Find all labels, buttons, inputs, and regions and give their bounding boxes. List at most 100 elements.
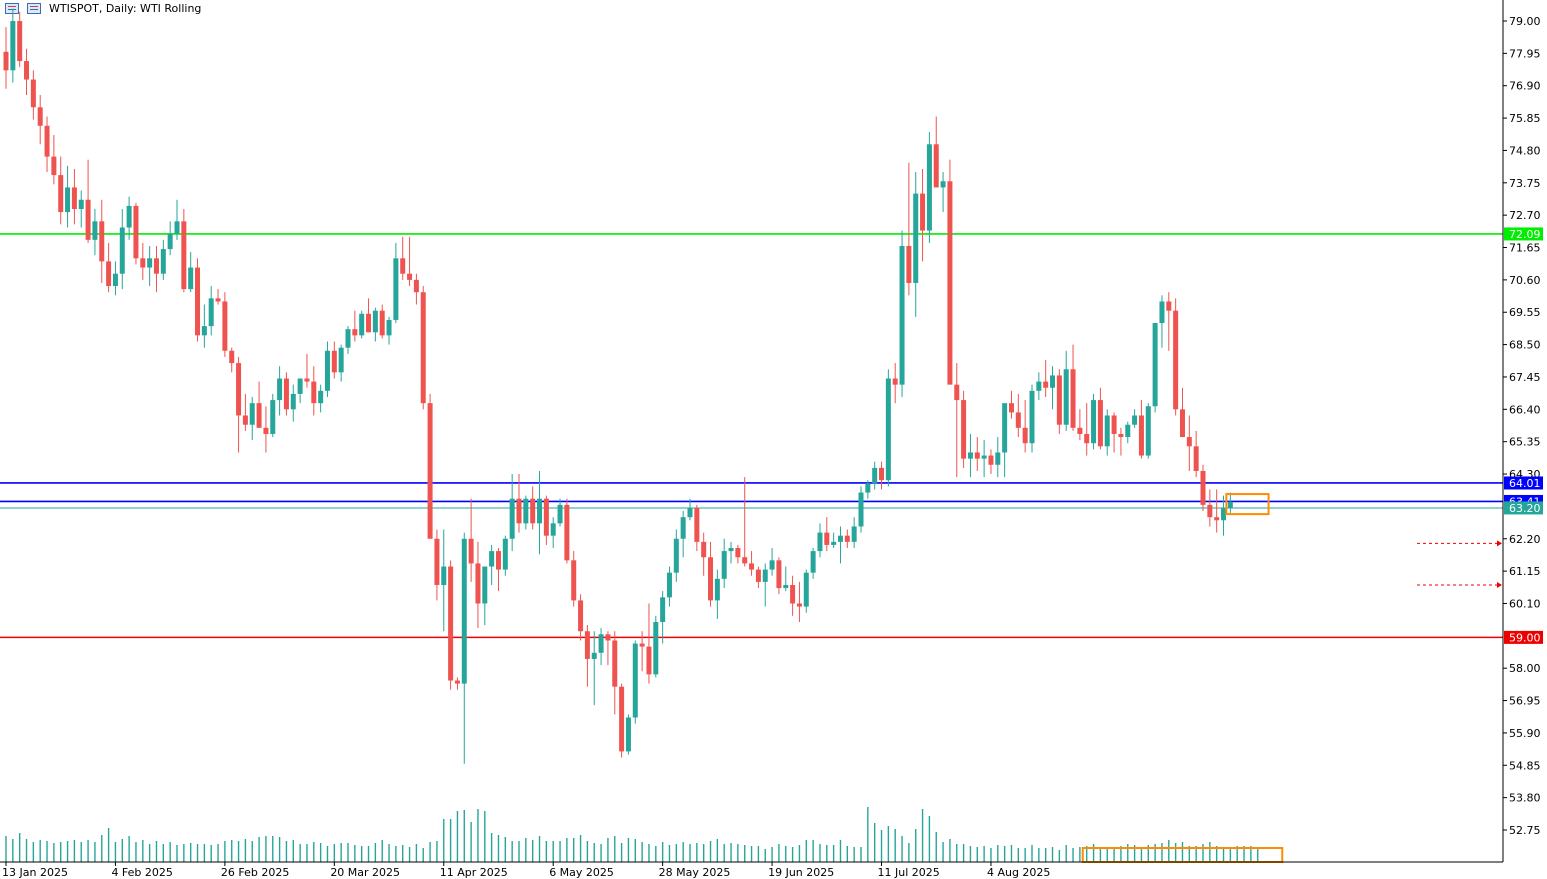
candle-body xyxy=(359,313,365,336)
candle-body xyxy=(790,584,796,604)
candle-body xyxy=(37,107,43,126)
candle-body xyxy=(598,634,604,653)
price-tick-label: 53.80 xyxy=(1509,792,1541,805)
candle-body xyxy=(1207,504,1213,518)
candle-body xyxy=(584,631,590,659)
candle-body xyxy=(967,452,973,459)
horizontal-levels xyxy=(0,233,1503,639)
candle-body xyxy=(427,403,433,539)
candle-body xyxy=(372,310,378,333)
time-tick-label: 4 Feb 2025 xyxy=(111,866,172,879)
candle-body xyxy=(167,233,173,250)
candle-body xyxy=(666,572,672,598)
bar-chart-icon[interactable] xyxy=(5,3,19,14)
price-tick-label: 61.15 xyxy=(1509,565,1541,578)
candle-body xyxy=(557,504,563,524)
candle-body xyxy=(30,79,36,108)
candle-body xyxy=(324,350,330,391)
candle-body xyxy=(954,384,960,401)
candle-body xyxy=(755,569,761,582)
candle-body xyxy=(495,551,501,570)
candle-body xyxy=(564,504,570,561)
candle-body xyxy=(639,643,645,647)
candle-body xyxy=(879,467,885,481)
candle-body xyxy=(311,381,317,404)
candle-body xyxy=(947,181,953,385)
candle-body xyxy=(283,378,289,410)
candle-body xyxy=(728,548,734,552)
price-tick-label: 55.90 xyxy=(1509,727,1541,740)
candle-body xyxy=(1193,446,1199,471)
price-tick-label: 52.75 xyxy=(1509,824,1541,837)
candle-body xyxy=(153,258,159,274)
candle-body xyxy=(762,569,768,582)
time-tick-label: 6 May 2025 xyxy=(549,866,614,879)
level-tag xyxy=(1504,227,1543,241)
candle-body xyxy=(1138,415,1144,456)
candle-body xyxy=(413,279,419,293)
candle-body xyxy=(256,403,262,428)
candle-body xyxy=(489,551,495,567)
price-tick-label: 65.35 xyxy=(1509,436,1541,449)
candle-body xyxy=(612,640,618,687)
candle-body xyxy=(796,603,802,607)
candle-body xyxy=(1186,437,1192,447)
candle-body xyxy=(195,267,201,336)
candle-body xyxy=(242,415,248,425)
candle-body xyxy=(1002,403,1008,453)
price-tick-label: 70.60 xyxy=(1509,274,1541,287)
candle-body xyxy=(1159,301,1165,324)
candle-body xyxy=(1118,433,1124,438)
candle-body xyxy=(1145,406,1151,456)
time-tick-label: 11 Jul 2025 xyxy=(878,866,940,879)
candle-body xyxy=(1070,369,1076,428)
candle-body xyxy=(24,61,30,80)
price-tick-label: 77.95 xyxy=(1509,47,1541,60)
candle-body xyxy=(1221,507,1227,521)
price-tick-label: 73.75 xyxy=(1509,177,1541,190)
candle-body xyxy=(71,187,77,209)
time-tick-label: 20 Mar 2025 xyxy=(330,866,400,879)
candle-body xyxy=(605,634,611,641)
time-axis: 13 Jan 2025 4 Feb 2025 26 Feb 2025 20 Mar 2… xyxy=(0,861,1503,879)
candle-body xyxy=(824,532,830,545)
candle-body xyxy=(133,205,139,259)
candle-body xyxy=(126,205,132,228)
annotations xyxy=(1081,493,1502,863)
candle-body xyxy=(1132,415,1138,425)
candle-body xyxy=(680,517,686,539)
candle-body xyxy=(297,378,303,394)
candle-body xyxy=(543,498,549,536)
price-tick-label: 67.45 xyxy=(1509,371,1541,384)
candle-body xyxy=(92,221,98,240)
price-tick-label: 75.85 xyxy=(1509,112,1541,125)
candle-body xyxy=(961,400,967,459)
candle-body xyxy=(1022,427,1028,444)
candle-body xyxy=(1125,424,1131,438)
candle-body xyxy=(448,566,454,681)
candle-body xyxy=(865,483,871,493)
candle-body xyxy=(1166,301,1172,311)
candle-body xyxy=(1036,381,1042,391)
candle-body xyxy=(3,51,9,71)
candle-body xyxy=(885,378,891,481)
price-tick-label: 54.85 xyxy=(1509,759,1541,772)
time-tick-label: 13 Jan 2025 xyxy=(2,866,68,879)
candle-body xyxy=(85,199,91,240)
candle-chart-icon[interactable] xyxy=(27,3,41,14)
candle-body xyxy=(366,313,372,333)
highlight-box xyxy=(1225,493,1270,516)
candle-body xyxy=(933,144,939,188)
price-tick-label: 68.50 xyxy=(1509,339,1541,352)
candle-body xyxy=(509,498,515,539)
candle-body xyxy=(420,292,426,404)
candle-body xyxy=(530,498,536,524)
time-tick-label: 28 May 2025 xyxy=(659,866,731,879)
candle-body xyxy=(714,578,720,601)
candle-body xyxy=(58,175,64,213)
candle-body xyxy=(1077,427,1083,434)
level-tag xyxy=(1504,630,1543,644)
candle-body xyxy=(10,21,16,71)
candle-body xyxy=(899,245,905,385)
